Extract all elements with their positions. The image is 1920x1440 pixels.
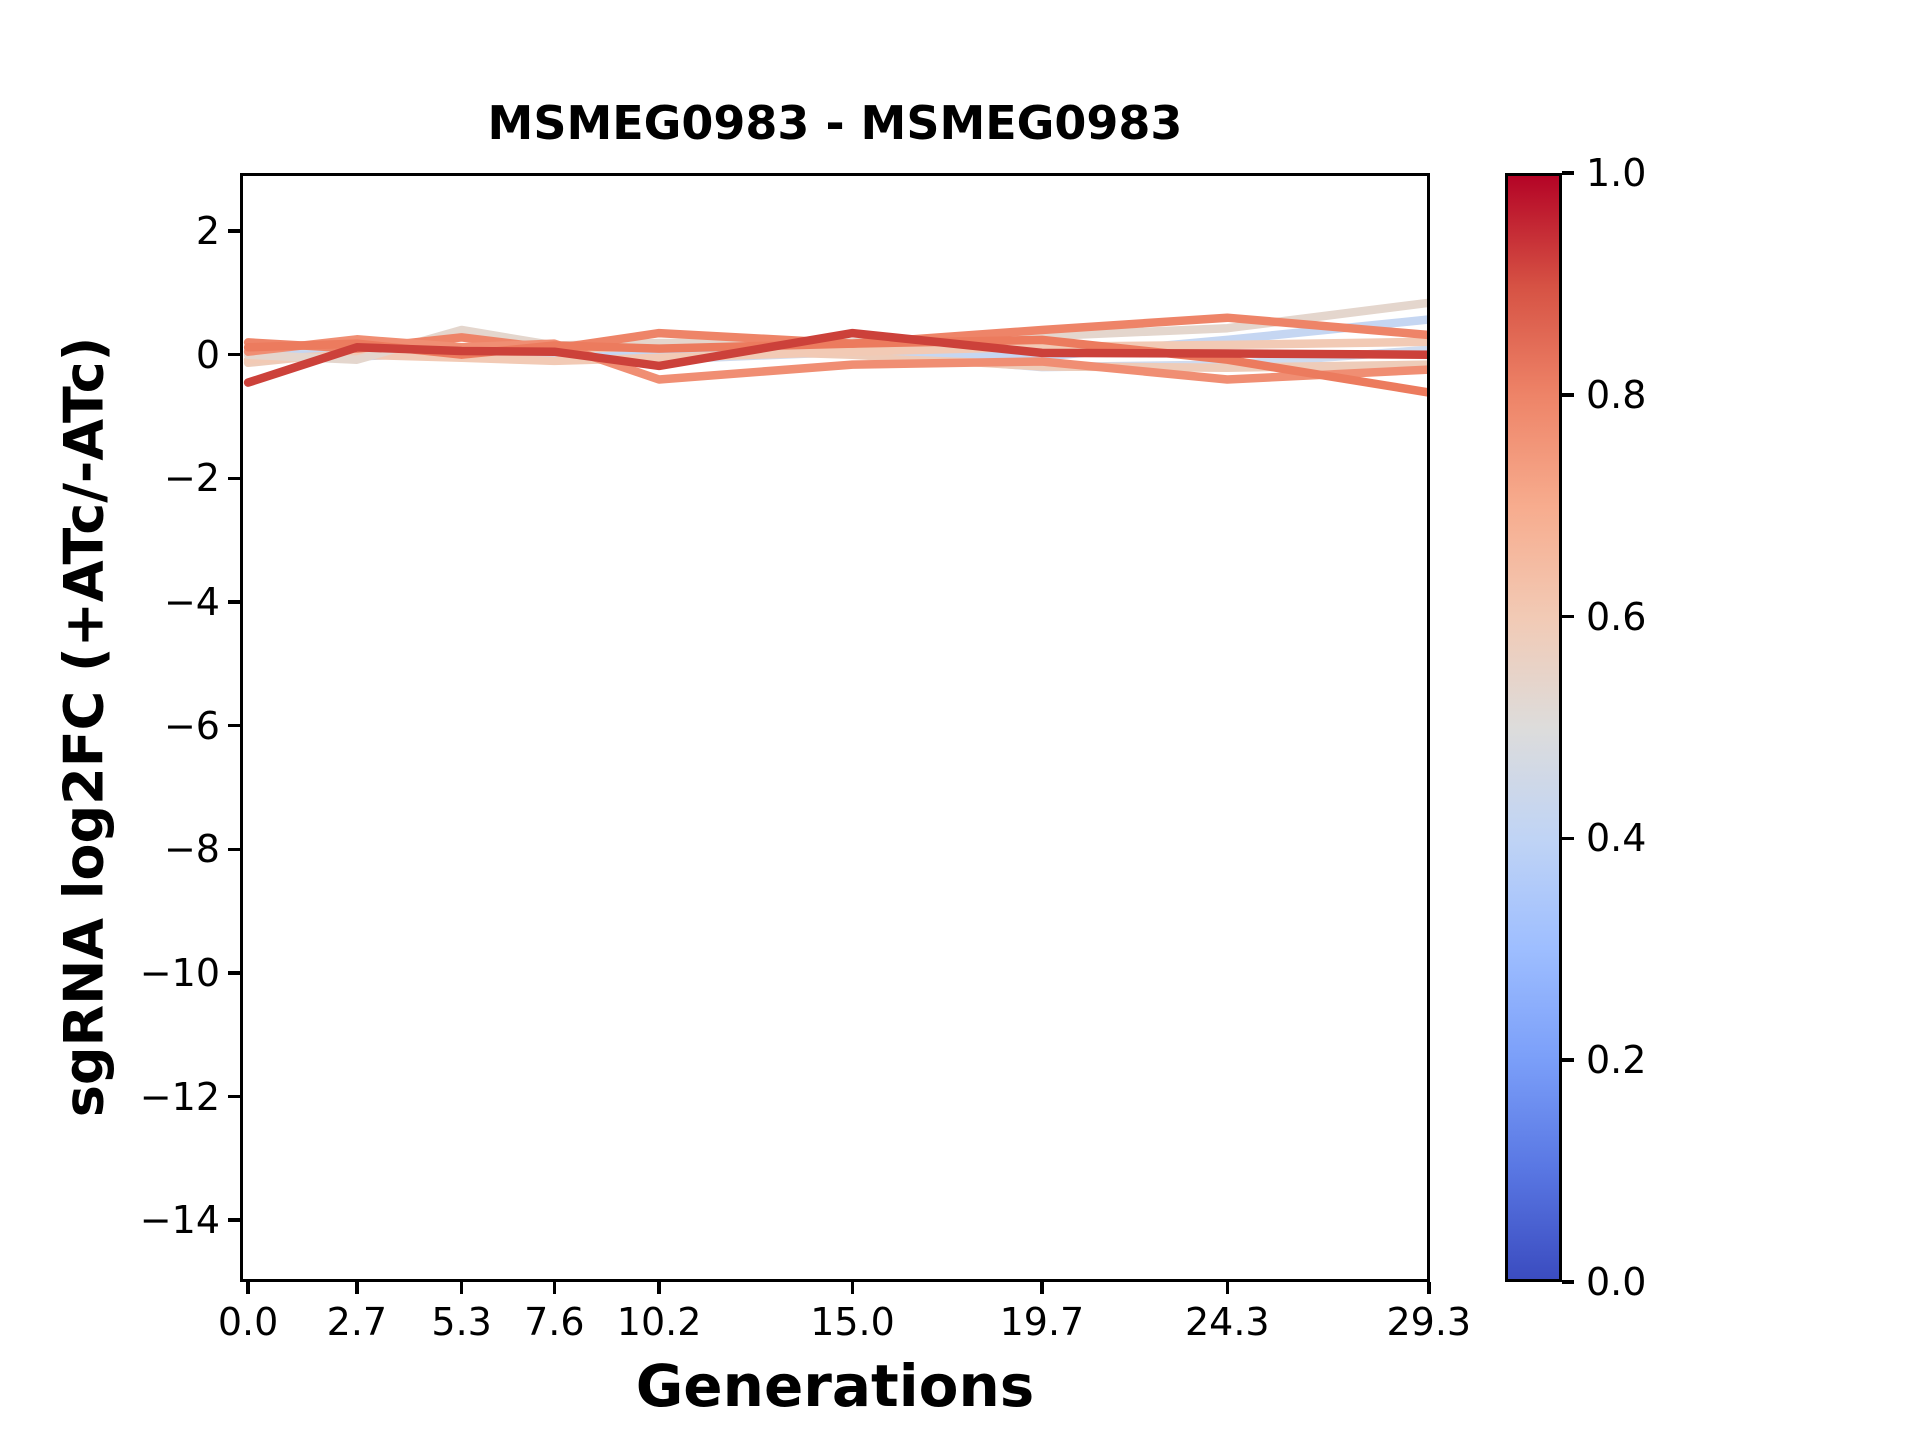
x-tick-mark	[1427, 1282, 1431, 1294]
y-tick-mark	[228, 352, 240, 357]
y-tick-mark	[228, 971, 240, 975]
x-tick-mark	[552, 1282, 557, 1294]
y-tick-label: −12	[139, 1074, 220, 1119]
y-tick-label: −4	[163, 580, 220, 624]
x-tick-label: 10.2	[616, 1300, 702, 1344]
plot-area	[240, 173, 1430, 1282]
colorbar	[1505, 173, 1562, 1282]
sgrna-line-7	[243, 335, 1430, 384]
colorbar-tick-label: 0.4	[1586, 816, 1647, 861]
y-tick-label: 0	[195, 332, 220, 377]
colorbar-tick-mark	[1562, 614, 1574, 619]
y-tick-mark	[228, 600, 240, 604]
colorbar-tick-mark	[1562, 836, 1574, 841]
colorbar-tick-mark	[1562, 393, 1574, 397]
y-tick-mark	[228, 476, 240, 481]
colorbar-tick-label: 0.0	[1586, 1260, 1647, 1304]
x-tick-label: 5.3	[431, 1300, 492, 1344]
y-tick-label: −14	[139, 1198, 220, 1243]
colorbar-tick-mark	[1562, 171, 1574, 175]
y-tick-label: −10	[139, 950, 220, 995]
x-tick-mark	[246, 1282, 250, 1294]
x-tick-mark	[1225, 1282, 1230, 1294]
colorbar-tick-label: 0.6	[1586, 594, 1647, 639]
colorbar-tick-mark	[1562, 1280, 1574, 1284]
y-tick-label: −8	[163, 827, 220, 872]
x-tick-label: 29.3	[1386, 1300, 1472, 1344]
x-tick-label: 0.0	[217, 1300, 279, 1344]
x-tick-mark	[1040, 1282, 1044, 1294]
colorbar-tick-label: 0.8	[1586, 372, 1647, 417]
x-tick-label: 19.7	[999, 1300, 1085, 1344]
x-tick-label: 2.7	[326, 1300, 388, 1344]
y-tick-label: −6	[163, 703, 220, 748]
y-tick-mark	[228, 1094, 240, 1099]
x-tick-label: 15.0	[810, 1300, 895, 1344]
sgrna-line-9	[243, 328, 1430, 387]
chart-title: MSMEG0983 - MSMEG0983	[487, 96, 1183, 150]
x-tick-mark	[850, 1282, 855, 1294]
y-tick-mark	[228, 1218, 240, 1222]
x-tick-mark	[459, 1282, 464, 1294]
sgrna-line-4	[243, 337, 1430, 366]
colorbar-tick-label: 0.2	[1586, 1038, 1647, 1083]
y-tick-mark	[228, 847, 240, 852]
x-tick-label: 7.6	[524, 1300, 585, 1344]
x-tick-mark	[355, 1282, 359, 1294]
x-axis-label: Generations	[635, 1352, 1035, 1420]
colorbar-tick-mark	[1562, 1058, 1574, 1062]
y-tick-label: 2	[195, 209, 220, 254]
x-tick-mark	[657, 1282, 661, 1294]
y-tick-mark	[228, 723, 240, 728]
y-tick-label: −2	[163, 456, 220, 501]
colorbar-tick-label: 1.0	[1586, 151, 1647, 195]
y-tick-mark	[228, 229, 240, 233]
x-tick-label: 24.3	[1184, 1300, 1270, 1344]
line-chart-canvas	[243, 298, 1430, 397]
